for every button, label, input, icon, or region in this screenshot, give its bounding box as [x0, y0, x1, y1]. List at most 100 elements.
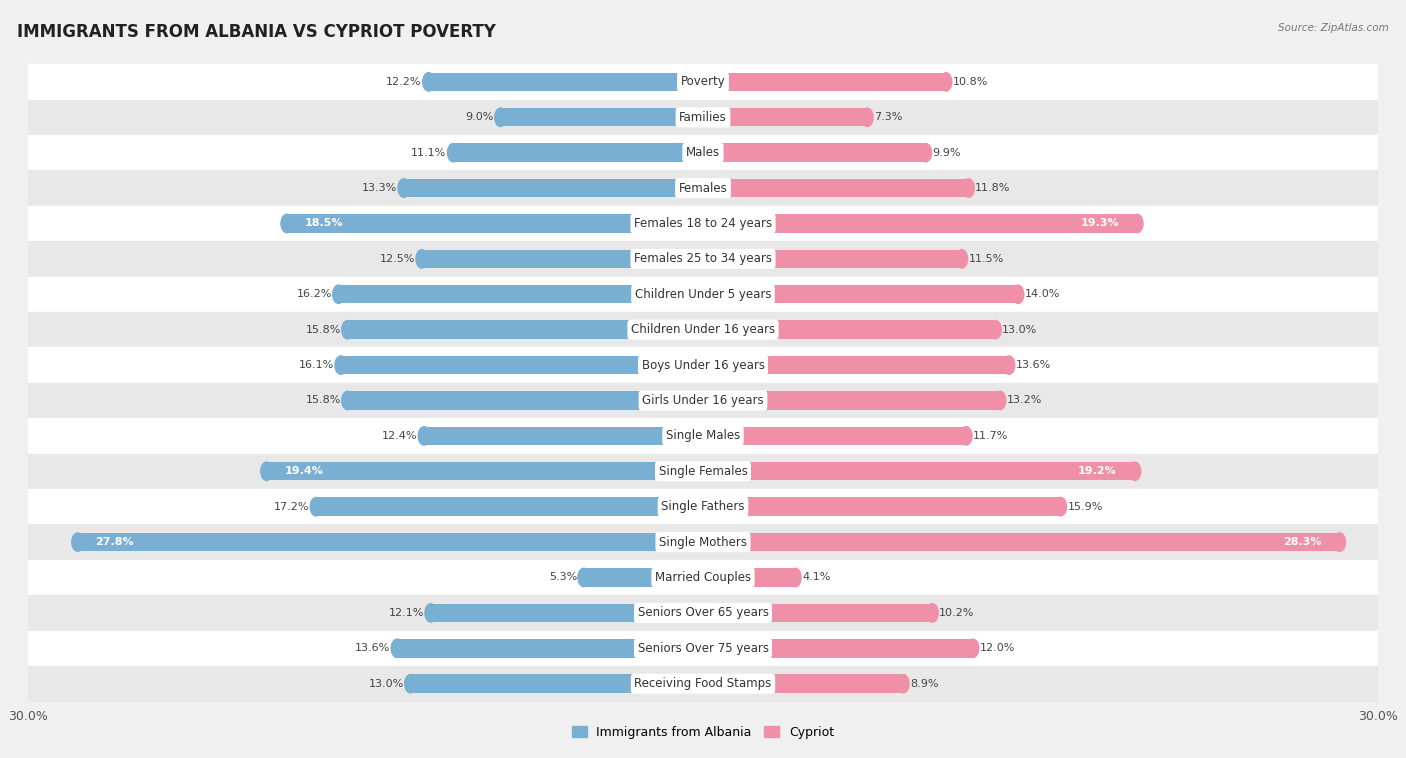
Bar	[267, 462, 703, 481]
Bar	[347, 391, 703, 409]
Text: 17.2%: 17.2%	[274, 502, 309, 512]
Text: 15.9%: 15.9%	[1067, 502, 1102, 512]
Circle shape	[1054, 497, 1067, 516]
Text: 10.2%: 10.2%	[939, 608, 974, 618]
Bar	[28, 312, 1378, 347]
Text: Families: Families	[679, 111, 727, 124]
Circle shape	[990, 321, 1001, 339]
Bar	[28, 631, 1378, 666]
Text: Poverty: Poverty	[681, 75, 725, 89]
Bar	[339, 285, 703, 303]
Bar	[28, 560, 1378, 595]
Bar	[28, 525, 1378, 560]
Circle shape	[789, 568, 801, 587]
Text: 5.3%: 5.3%	[548, 572, 576, 582]
Text: 19.2%: 19.2%	[1078, 466, 1116, 476]
Text: 11.8%: 11.8%	[976, 183, 1011, 193]
Bar	[425, 427, 703, 445]
Bar	[422, 249, 703, 268]
Text: IMMIGRANTS FROM ALBANIA VS CYPRIOT POVERTY: IMMIGRANTS FROM ALBANIA VS CYPRIOT POVER…	[17, 23, 496, 41]
Circle shape	[425, 603, 437, 622]
Bar	[28, 99, 1378, 135]
Text: Girls Under 16 years: Girls Under 16 years	[643, 394, 763, 407]
Bar	[703, 143, 925, 162]
Text: 12.2%: 12.2%	[387, 77, 422, 87]
Circle shape	[398, 179, 409, 197]
Circle shape	[994, 391, 1005, 409]
Circle shape	[963, 179, 974, 197]
Text: 27.8%: 27.8%	[96, 537, 134, 547]
Bar	[28, 171, 1378, 205]
Bar	[28, 453, 1378, 489]
Text: 12.5%: 12.5%	[380, 254, 415, 264]
Circle shape	[260, 462, 273, 481]
Text: 9.9%: 9.9%	[932, 148, 960, 158]
Bar	[28, 418, 1378, 453]
Circle shape	[391, 639, 404, 657]
Text: 7.3%: 7.3%	[875, 112, 903, 122]
Circle shape	[72, 533, 83, 551]
Text: 13.0%: 13.0%	[368, 678, 404, 689]
Bar	[703, 215, 1137, 233]
Text: 8.9%: 8.9%	[910, 678, 938, 689]
Circle shape	[423, 73, 434, 91]
Circle shape	[897, 675, 910, 693]
Bar	[340, 356, 703, 374]
Legend: Immigrants from Albania, Cypriot: Immigrants from Albania, Cypriot	[567, 721, 839, 744]
Bar	[28, 347, 1378, 383]
Text: 13.0%: 13.0%	[1002, 324, 1038, 335]
Text: 15.8%: 15.8%	[305, 396, 340, 406]
Text: 13.2%: 13.2%	[1007, 396, 1042, 406]
Bar	[28, 383, 1378, 418]
Text: 11.5%: 11.5%	[969, 254, 1004, 264]
Text: Boys Under 16 years: Boys Under 16 years	[641, 359, 765, 371]
Text: 18.5%: 18.5%	[305, 218, 343, 228]
Text: Children Under 5 years: Children Under 5 years	[634, 288, 772, 301]
Bar	[703, 249, 962, 268]
Circle shape	[578, 568, 589, 587]
Text: 14.0%: 14.0%	[1025, 290, 1060, 299]
Text: Single Males: Single Males	[666, 429, 740, 443]
Text: 11.7%: 11.7%	[973, 431, 1008, 441]
Circle shape	[342, 321, 353, 339]
Bar	[583, 568, 703, 587]
Text: Males: Males	[686, 146, 720, 159]
Text: Single Mothers: Single Mothers	[659, 536, 747, 549]
Bar	[703, 497, 1060, 516]
Circle shape	[920, 143, 932, 162]
Bar	[703, 179, 969, 197]
Text: 12.4%: 12.4%	[382, 431, 418, 441]
Circle shape	[281, 215, 292, 233]
Text: Source: ZipAtlas.com: Source: ZipAtlas.com	[1278, 23, 1389, 33]
Bar	[28, 205, 1378, 241]
Bar	[28, 277, 1378, 312]
Bar	[501, 108, 703, 127]
Bar	[287, 215, 703, 233]
Circle shape	[335, 356, 347, 374]
Circle shape	[1012, 285, 1024, 303]
Bar	[28, 595, 1378, 631]
Bar	[703, 462, 1135, 481]
Bar	[429, 73, 703, 91]
Text: 15.8%: 15.8%	[305, 324, 340, 335]
Text: Females: Females	[679, 182, 727, 195]
Text: 11.1%: 11.1%	[412, 148, 447, 158]
Text: Single Fathers: Single Fathers	[661, 500, 745, 513]
Bar	[703, 108, 868, 127]
Circle shape	[495, 108, 506, 127]
Text: Females 25 to 34 years: Females 25 to 34 years	[634, 252, 772, 265]
Text: 12.1%: 12.1%	[388, 608, 425, 618]
Bar	[77, 533, 703, 551]
Bar	[396, 639, 703, 657]
Circle shape	[960, 427, 972, 445]
Circle shape	[927, 603, 938, 622]
Text: 16.2%: 16.2%	[297, 290, 332, 299]
Text: 12.0%: 12.0%	[980, 644, 1015, 653]
Bar	[703, 639, 973, 657]
Bar	[703, 285, 1018, 303]
Text: 9.0%: 9.0%	[465, 112, 494, 122]
Circle shape	[941, 73, 952, 91]
Circle shape	[405, 675, 416, 693]
Bar	[430, 603, 703, 622]
Bar	[703, 603, 932, 622]
